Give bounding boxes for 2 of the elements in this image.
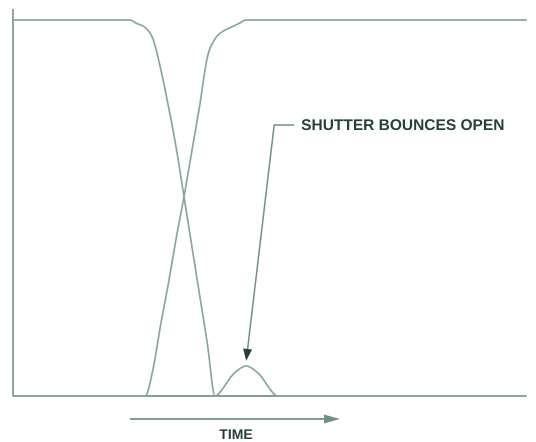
x-axis-title: TIME bbox=[219, 426, 253, 442]
annotation: SHUTTER BOUNCES OPEN bbox=[301, 117, 504, 134]
